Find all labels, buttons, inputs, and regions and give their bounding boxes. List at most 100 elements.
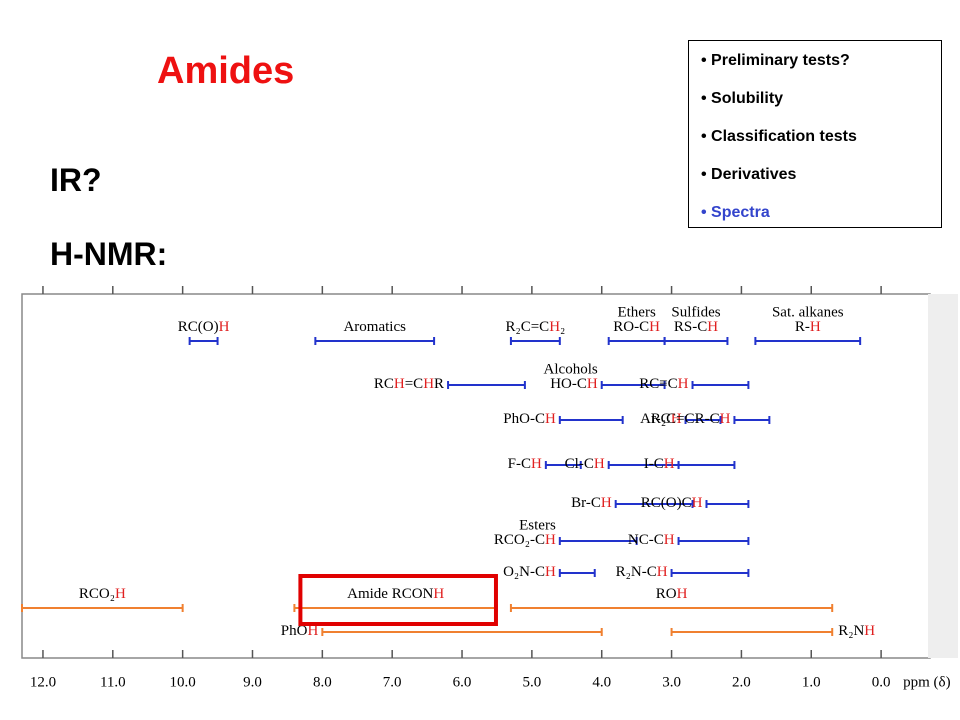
range-label: RS-CH [674,319,718,335]
label-part: Aromatics [343,319,406,335]
label-part: H [219,319,230,335]
x-tick-label: 2.0 [732,674,751,690]
menu-item[interactable]: • Derivatives [701,166,797,183]
range-bar [684,416,722,424]
range-label: R₂N-CH [616,564,668,580]
range-label: Cl-CH [565,456,605,472]
range-label: RO-CH [613,319,660,335]
label-part: RC(O)C [641,495,692,511]
menu-label[interactable]: Derivatives [711,166,797,183]
range-bar [321,628,603,636]
x-tick-label: 10.0 [170,674,196,690]
label-part: H [657,564,668,580]
label-part: RC(O) [178,319,219,335]
label-part: H [810,319,821,335]
range-bar [670,628,834,636]
slide-title: Amides [157,50,295,92]
menu-item[interactable]: • Classification tests [701,128,857,145]
x-tick-label: 6.0 [453,674,472,690]
range-bar [21,604,184,612]
range-bar [754,337,862,345]
range-label: R₂NH [838,623,875,639]
label-part: Amide RCON [347,586,433,602]
x-tick-label: 12.0 [30,674,56,690]
menu-label[interactable]: Solubility [711,90,784,107]
label-part: R₂C=CR-C [651,411,720,427]
label-part: H [545,532,556,548]
range-label: NC-CH [628,532,675,548]
label-part: H [707,319,718,335]
range-bar [447,381,526,389]
label-part: R₂N-C [616,564,657,580]
range-label: Aromatics [343,319,406,335]
menu-item[interactable]: • Preliminary tests? [701,52,850,69]
highlight-box [298,574,498,626]
label-part: F-C [508,456,531,472]
range-bar [663,337,729,345]
x-tick-label: 8.0 [313,674,332,690]
label-part: RC≡C [639,376,677,392]
label-part: R [434,376,444,392]
group-label: Alcohols [544,361,598,377]
label-part: Cl-C [565,456,594,472]
chart-frame [21,293,931,659]
range-label: RCO₂-CH [494,532,556,548]
label-part: ₂ [560,319,565,335]
range-label: Amide RCONH [347,586,444,602]
group-label: Sulfides [671,304,720,320]
range-label: R₂C=CR-CH [651,411,731,427]
label-part: H [720,411,731,427]
range-bar [677,461,736,469]
label-part: PhO [281,623,308,639]
label-part: H [307,623,318,639]
label-part: H [531,456,542,472]
range-label: PhO-CH [503,411,556,427]
range-bar [691,381,750,389]
label-part: R₂N [838,623,864,639]
label-part: RO [656,586,677,602]
range-label: Ar-CH [640,411,682,427]
range-label: ROH [656,586,688,602]
label-part: H [423,376,434,392]
menu-item[interactable]: • Spectra [701,204,770,221]
x-tick-label: 9.0 [243,674,262,690]
label-part: H [394,376,405,392]
label-part: H [864,623,875,639]
x-tick-label: 5.0 [523,674,542,690]
menu-label[interactable]: Spectra [711,204,770,221]
label-part: O₂N-C [503,564,545,580]
label-part: R- [795,319,810,335]
label-part: H [601,495,612,511]
label-part: RO-C [613,319,649,335]
label-part: H [115,586,126,602]
x-tick-label: 0.0 [872,674,891,690]
label-part: Br-C [571,495,601,511]
range-bar [558,416,624,424]
label-part: RC [374,376,394,392]
label-part: PhO-C [503,411,545,427]
range-label: RC(O)CH [641,495,703,511]
range-bar [705,500,750,508]
label-part: H [433,586,444,602]
group-label: Sat. alkanes [772,304,844,320]
label-part: HO-C [550,376,587,392]
range-label: O₂N-CH [503,564,556,580]
range-label: RC(O)H [178,319,230,335]
range-bar [314,337,436,345]
range-label: R₂C=CH₂ [505,319,565,335]
menu-label[interactable]: Classification tests [711,128,857,145]
range-bar [614,500,694,508]
label-part: =C [405,376,423,392]
group-label: Ethers [617,304,655,320]
range-label: Br-CH [571,495,612,511]
x-tick-label: 4.0 [592,674,611,690]
range-bar [558,537,638,545]
label-part: H [677,586,688,602]
menu-label[interactable]: Preliminary tests? [711,52,850,69]
x-tick-label: 7.0 [383,674,402,690]
label-part: H [671,411,682,427]
label-part: RS-C [674,319,707,335]
menu-item[interactable]: • Solubility [701,90,784,107]
